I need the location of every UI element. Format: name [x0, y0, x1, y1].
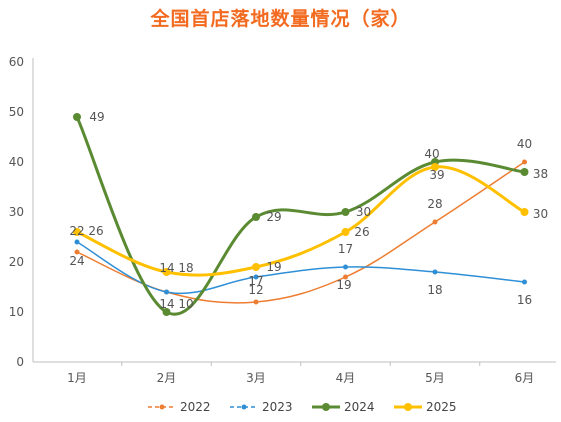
data-label-2023: 16: [517, 293, 532, 307]
series-2024: [73, 113, 529, 316]
x-tick-label: 6月: [515, 371, 535, 385]
legend-label: 2022: [180, 400, 211, 414]
annotation-label: 40: [424, 147, 439, 161]
data-point-2023: [343, 264, 348, 270]
data-label-2022: 28: [427, 197, 442, 211]
data-point-2022: [343, 274, 348, 280]
annotation-label: 19: [336, 278, 351, 292]
data-point-2024: [162, 308, 171, 316]
data-point-2024: [341, 208, 350, 216]
data-point-2022: [74, 249, 80, 255]
x-tick-label: 3月: [246, 371, 266, 385]
chart-title: 全国首店落地数量情况（家）: [150, 8, 411, 30]
legend-swatch-marker: [322, 403, 330, 411]
x-tick-label: 5月: [425, 371, 445, 385]
legend-item-2025: 2025: [394, 400, 457, 414]
legend-label: 2025: [426, 400, 457, 414]
annotation-label: 22: [69, 224, 84, 238]
data-point-2025: [520, 208, 529, 216]
data-point-2023: [164, 289, 169, 295]
x-tick-label: 4月: [336, 371, 356, 385]
legend-item-2024: 2024: [312, 400, 375, 414]
legend-label: 2024: [344, 400, 375, 414]
data-point-2022: [522, 159, 527, 165]
data-point-2023: [432, 269, 438, 275]
data-label-2025: 30: [533, 207, 548, 221]
data-label-2024: 30: [356, 205, 371, 219]
annotation-label: 26: [354, 225, 369, 239]
annotation-label: 14: [159, 261, 174, 275]
data-label-2024: 49: [89, 110, 104, 124]
data-point-2025: [341, 228, 350, 236]
data-point-2025: [431, 163, 439, 171]
data-point-2024: [73, 113, 81, 121]
y-tick-label: 10: [9, 305, 24, 319]
data-point-2024: [252, 213, 260, 221]
annotation-label: 18: [178, 261, 193, 275]
axes-layer: 0 10 20 30 40 50 60 1月 2月 3月 4月 5月 6月: [9, 55, 556, 385]
x-tick-label: 1月: [67, 371, 87, 385]
data-label-2023: 17: [338, 242, 353, 256]
series-2023: [74, 239, 527, 295]
y-tick-label: 40: [9, 155, 24, 169]
data-point-2025: [162, 268, 171, 276]
data-point-2024: [520, 168, 529, 176]
data-label-2024: 38: [533, 167, 548, 181]
annotation-label: 24: [69, 254, 84, 268]
y-tick-label: 0: [16, 355, 24, 369]
data-point-2022: [432, 219, 438, 225]
annotation-label: 10: [178, 297, 193, 311]
y-tick-label: 20: [9, 255, 24, 269]
legend-swatch-marker: [404, 403, 412, 411]
y-tick-label: 50: [9, 105, 24, 119]
data-point-2022: [253, 299, 259, 305]
series-2025: [73, 163, 529, 277]
annotation-label: 19: [266, 260, 281, 274]
annotation-label: 39: [429, 168, 444, 182]
annotation-label: 14: [159, 297, 174, 311]
annotation-label: 12: [248, 283, 263, 297]
data-point-2025: [73, 228, 81, 236]
x-tick-label: 2月: [157, 371, 177, 385]
series-line-2025: [76, 165, 526, 277]
data-label-2022: 40: [517, 137, 532, 151]
series-layer: [73, 113, 529, 316]
data-label-2024: 29: [266, 210, 281, 224]
legend-swatch-marker: [159, 404, 165, 410]
legend-item-2022: 2022: [148, 400, 211, 414]
series-line-2023: [76, 241, 525, 295]
annotation-label: 26: [88, 224, 103, 238]
series-line-2024: [75, 116, 525, 316]
data-point-2023: [253, 274, 259, 280]
data-point-2023: [522, 279, 527, 285]
legend-label: 2023: [262, 400, 293, 414]
y-tick-label: 60: [9, 55, 24, 69]
data-point-2025: [252, 263, 260, 271]
legend-swatch-marker: [241, 404, 247, 410]
legend: 2022 2023 2024 2025: [148, 400, 457, 414]
annotation-label: 17: [248, 274, 263, 288]
legend-item-2023: 2023: [230, 400, 293, 414]
data-label-2023: 18: [427, 283, 442, 297]
y-tick-label: 30: [9, 205, 24, 219]
data-point-2023: [74, 239, 80, 245]
